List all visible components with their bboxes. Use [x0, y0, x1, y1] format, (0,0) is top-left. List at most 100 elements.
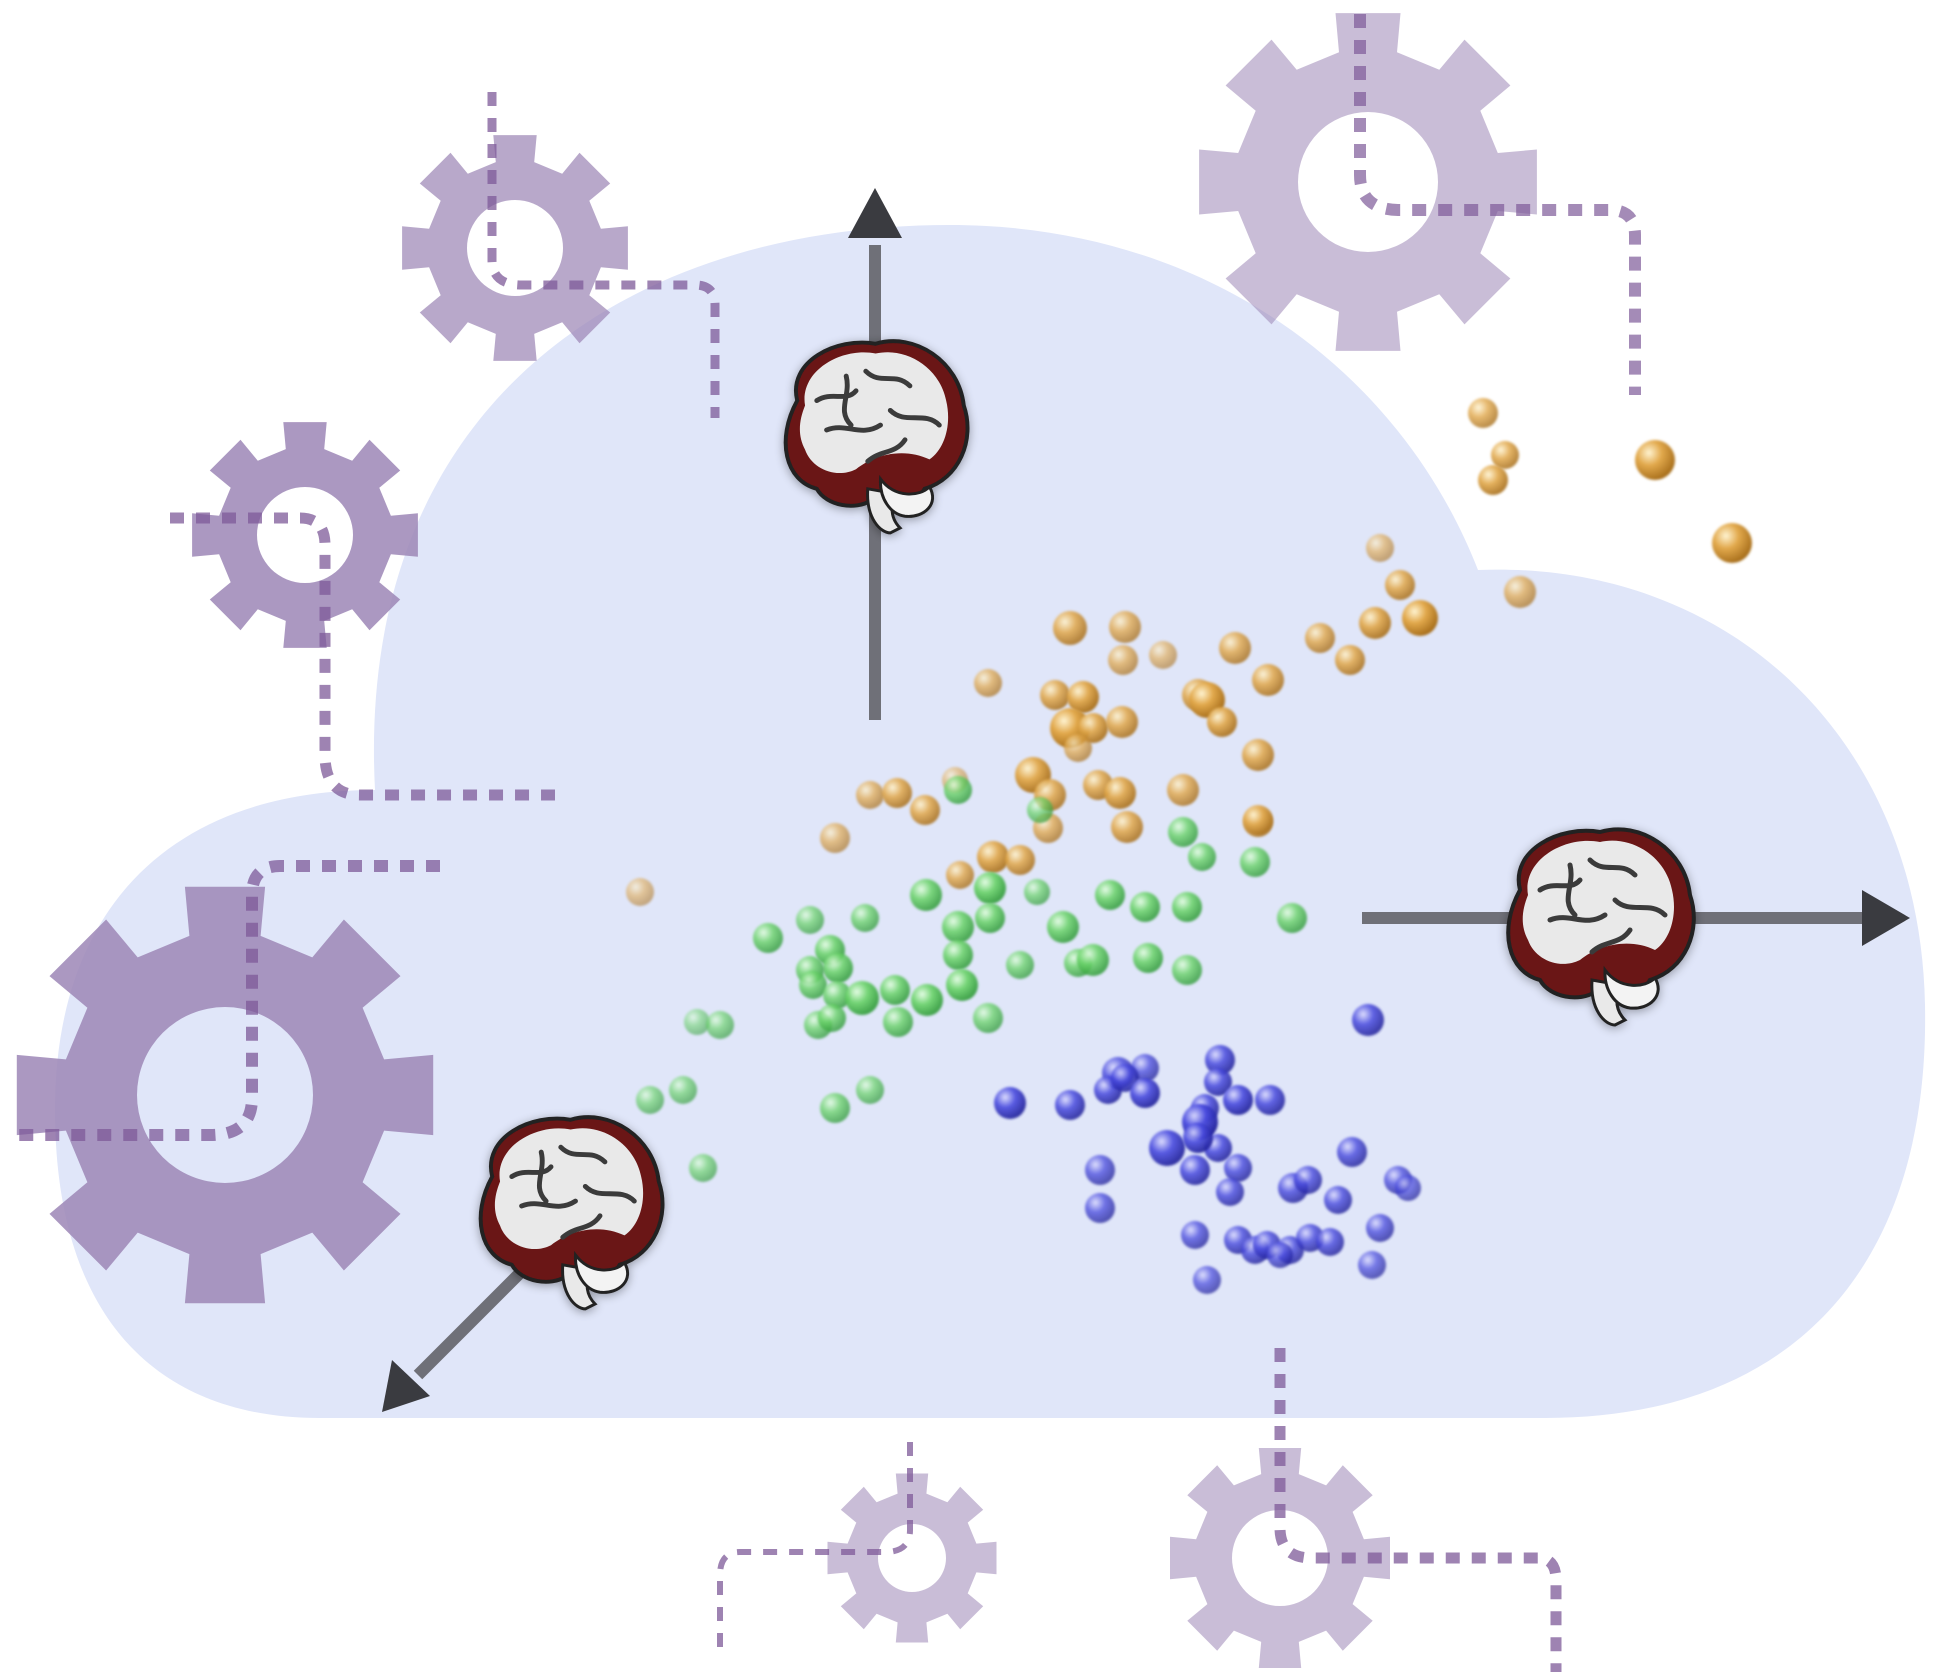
cloud-shape — [55, 225, 1926, 1418]
green-sphere — [820, 1093, 850, 1123]
scatter-points — [626, 398, 1752, 1294]
green-sphere — [1027, 797, 1053, 823]
gold-sphere — [1053, 611, 1087, 645]
gold-sphere — [1385, 570, 1415, 600]
gear-icon — [1170, 1448, 1390, 1668]
green-sphere — [880, 975, 910, 1005]
gear-icon — [402, 135, 628, 361]
gold-sphere — [1108, 645, 1138, 675]
gold-sphere — [1106, 706, 1138, 738]
green-sphere — [942, 911, 974, 943]
gold-sphere — [1504, 576, 1536, 608]
gold-sphere — [1359, 607, 1391, 639]
blue-cluster — [994, 1004, 1421, 1294]
green-sphere — [636, 1086, 664, 1114]
green-sphere — [1172, 892, 1202, 922]
green-sphere — [1095, 880, 1125, 910]
blue-sphere — [1324, 1186, 1352, 1214]
gold-sphere — [1067, 681, 1099, 713]
blue-sphere — [994, 1087, 1026, 1119]
green-sphere — [1277, 903, 1307, 933]
blue-sphere — [1085, 1155, 1115, 1185]
gold-sphere — [1243, 805, 1273, 835]
gold-sphere — [1078, 713, 1108, 743]
gear-icon — [192, 422, 418, 648]
gold-sphere — [1219, 632, 1251, 664]
gold-sphere — [1242, 739, 1274, 771]
gold-sphere — [1491, 441, 1519, 469]
gold-sphere — [1104, 777, 1136, 809]
gold-sphere — [1712, 523, 1752, 563]
green-sphere — [1168, 817, 1198, 847]
route-gear-top-right — [1354, 14, 1641, 395]
gold-sphere — [946, 861, 974, 889]
blue-sphere — [1294, 1166, 1322, 1194]
gold-sphere — [1064, 734, 1092, 762]
blue-sphere — [1395, 1175, 1421, 1201]
green-sphere — [823, 981, 851, 1009]
blue-sphere — [1193, 1266, 1221, 1294]
green-sphere — [1024, 879, 1050, 905]
gold-sphere — [856, 781, 884, 809]
gold-sphere — [910, 795, 940, 825]
green-sphere — [883, 1007, 913, 1037]
green-sphere — [1188, 843, 1216, 871]
gold-sphere — [882, 778, 912, 808]
green-sphere — [910, 879, 942, 911]
green-sphere — [689, 1154, 717, 1182]
blue-sphere — [1055, 1090, 1085, 1120]
green-sphere — [799, 971, 827, 999]
blue-sphere — [1181, 1221, 1209, 1249]
green-sphere — [669, 1076, 697, 1104]
green-sphere — [706, 1011, 734, 1039]
green-sphere — [1047, 911, 1079, 943]
gold-sphere — [626, 878, 654, 906]
gold-sphere — [1335, 645, 1365, 675]
blue-sphere — [1255, 1085, 1285, 1115]
gold-sphere — [1402, 600, 1438, 636]
green-sphere — [1130, 892, 1160, 922]
green-sphere — [1133, 943, 1163, 973]
gear-icon — [16, 886, 434, 1304]
blue-sphere — [1205, 1045, 1235, 1075]
gold-sphere — [820, 823, 850, 853]
blue-sphere — [1358, 1251, 1386, 1279]
blue-sphere — [1337, 1137, 1367, 1167]
blue-sphere — [1352, 1004, 1384, 1036]
green-sphere — [823, 953, 853, 983]
blue-sphere — [1130, 1078, 1160, 1108]
green-sphere — [911, 984, 943, 1016]
arrow-down-left-head — [382, 1360, 430, 1412]
blue-sphere — [1183, 1123, 1213, 1153]
arrow-up-head — [848, 188, 902, 238]
route-gear-top-left — [487, 92, 720, 418]
green-sphere — [1240, 847, 1270, 877]
green-sphere — [856, 1076, 884, 1104]
green-sphere — [975, 903, 1005, 933]
gold-sphere — [1111, 811, 1143, 843]
arrow-right-head — [1862, 890, 1910, 946]
gold-cluster — [626, 398, 1752, 906]
gold-sphere — [1478, 465, 1508, 495]
blue-sphere — [1216, 1178, 1244, 1206]
gold-sphere — [977, 841, 1009, 873]
gold-sphere — [1207, 707, 1237, 737]
blue-sphere — [1223, 1085, 1253, 1115]
blue-sphere — [1180, 1155, 1210, 1185]
blue-sphere — [1316, 1228, 1344, 1256]
blue-sphere — [1366, 1214, 1394, 1242]
green-sphere — [943, 940, 973, 970]
green-sphere — [845, 981, 879, 1015]
cloud-icon — [55, 225, 1926, 1418]
blue-sphere — [1085, 1193, 1115, 1223]
green-sphere — [944, 776, 972, 804]
green-sphere — [1172, 955, 1202, 985]
routes — [10, 14, 1641, 1672]
green-sphere — [946, 969, 978, 1001]
green-sphere — [974, 872, 1006, 904]
green-sphere — [1077, 944, 1109, 976]
green-sphere — [818, 1004, 846, 1032]
green-sphere — [753, 923, 783, 953]
gear-layer — [16, 13, 1537, 1668]
